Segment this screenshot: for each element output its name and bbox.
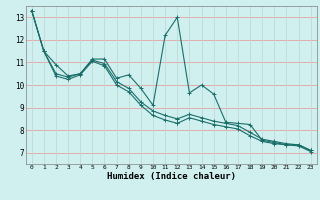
X-axis label: Humidex (Indice chaleur): Humidex (Indice chaleur) — [107, 172, 236, 181]
